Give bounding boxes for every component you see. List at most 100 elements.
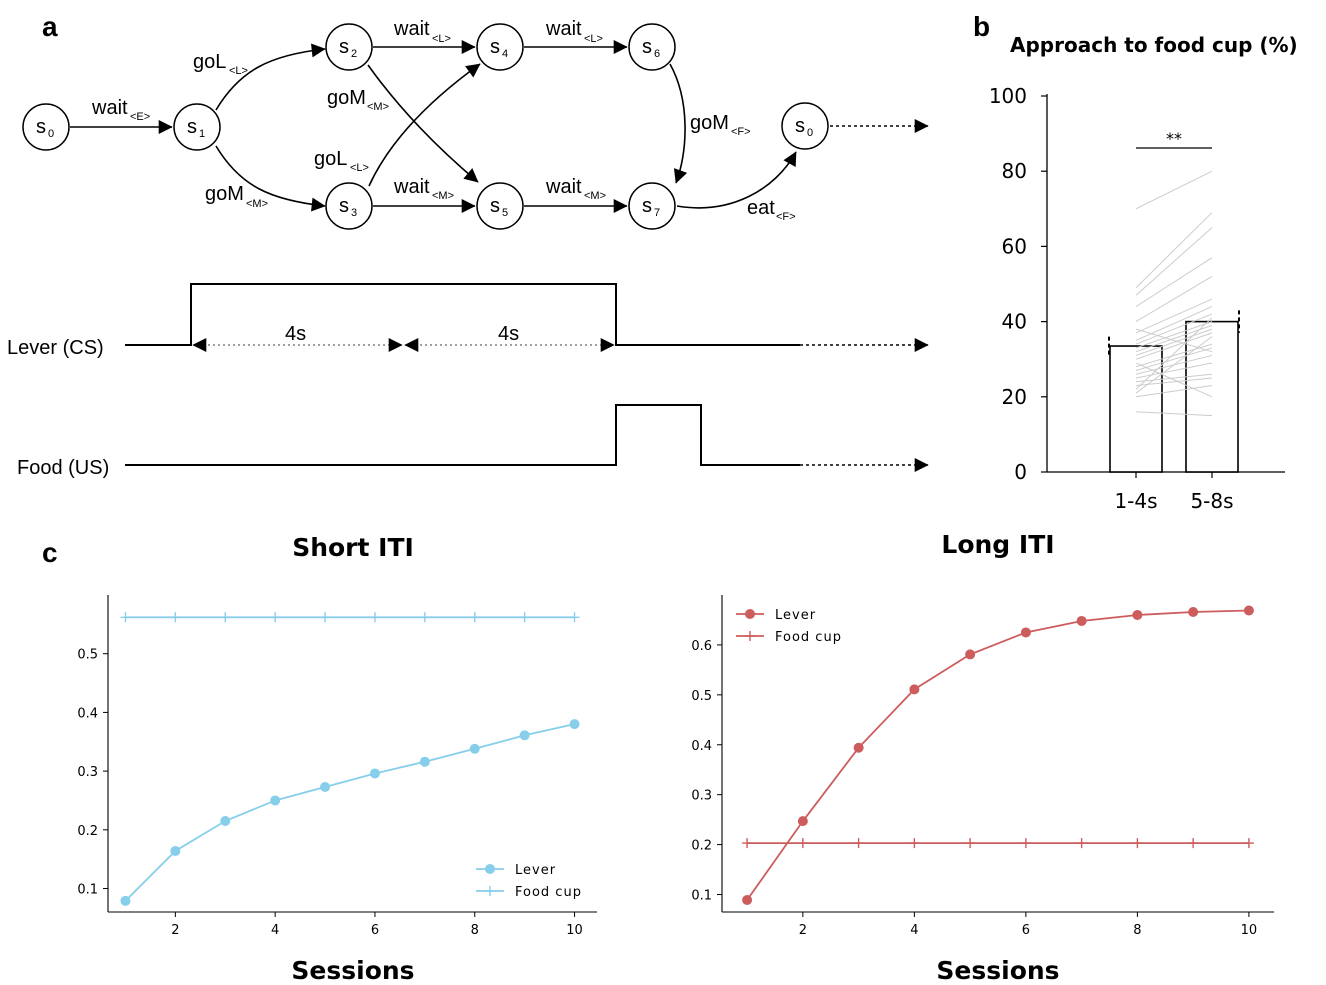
edge-label-s2-s5: goM <M> bbox=[327, 87, 389, 113]
svg-text:<E>: <E> bbox=[130, 111, 150, 123]
data-point bbox=[369, 768, 380, 779]
x-tick-label: 5-8s bbox=[1190, 489, 1233, 513]
state-sub: 1 bbox=[199, 128, 205, 140]
individual-line bbox=[1135, 336, 1213, 394]
svg-text:<M>: <M> bbox=[584, 190, 606, 202]
individual-line bbox=[1135, 411, 1213, 417]
data-point bbox=[519, 612, 530, 623]
y-tick-label: 60 bbox=[1002, 234, 1027, 258]
x-tick-label: 2 bbox=[799, 923, 807, 938]
individual-line bbox=[1135, 317, 1213, 390]
data-point bbox=[469, 743, 480, 754]
line-chart-short-iti: Short ITI Sessions 0.1 0.2 0.3 0.4 0.5 2 4 6 8 10… bbox=[77, 533, 597, 985]
bar-chart-approach: Approach to food cup (%) 0 20 40 60 80 100 1-4… bbox=[989, 33, 1298, 513]
edge-label-s3-s5: wait <M> bbox=[393, 176, 454, 202]
state-sub: 5 bbox=[502, 207, 508, 219]
svg-text:<L>: <L> bbox=[229, 65, 248, 77]
individual-line bbox=[1135, 362, 1213, 379]
edge-label-s1-s3: goM <M> bbox=[205, 183, 268, 210]
individual-line bbox=[1135, 347, 1213, 371]
y-tick-label: 0.4 bbox=[77, 706, 98, 721]
chart-title: Long ITI bbox=[941, 530, 1054, 559]
svg-text:<L>: <L> bbox=[584, 33, 603, 45]
state-s5: s 5 bbox=[476, 182, 524, 230]
individual-line bbox=[1135, 328, 1213, 356]
timeline: Lever (CS) 4s 4s Food (US) bbox=[7, 283, 929, 479]
y-tick-label: 0.3 bbox=[691, 789, 712, 804]
food-us-label: Food (US) bbox=[17, 457, 109, 479]
x-tick-label: 4 bbox=[910, 923, 918, 938]
individual-line bbox=[1135, 257, 1213, 307]
state-label: s bbox=[36, 116, 46, 138]
data-point bbox=[320, 781, 331, 792]
edge-label-s1-s2: goL <L> bbox=[193, 51, 248, 77]
data-point bbox=[569, 719, 580, 730]
state-sub: 3 bbox=[351, 207, 357, 219]
series-line-lever bbox=[124, 723, 575, 902]
legend-marker bbox=[485, 886, 495, 896]
edge-label-s4-s6: wait <L> bbox=[545, 18, 603, 45]
data-point bbox=[220, 612, 231, 623]
x-tick-label: 6 bbox=[371, 923, 379, 938]
data-point bbox=[742, 895, 753, 906]
state-sub: 2 bbox=[351, 48, 357, 60]
edge-s1-s3 bbox=[215, 145, 326, 212]
legend-marker bbox=[745, 609, 755, 619]
state-s6: s 6 bbox=[628, 23, 676, 71]
y-tick-label: 0.1 bbox=[77, 883, 98, 898]
svg-text:wait: wait bbox=[545, 18, 582, 40]
data-point bbox=[1188, 606, 1199, 617]
y-tick-label: 0.5 bbox=[77, 648, 98, 663]
data-point bbox=[1188, 838, 1199, 849]
data-point bbox=[853, 742, 864, 753]
individual-line bbox=[1135, 332, 1213, 360]
legend-marker bbox=[485, 864, 495, 874]
food-trace bbox=[125, 404, 800, 466]
lever-trace bbox=[125, 283, 800, 346]
data-point bbox=[1132, 609, 1143, 620]
edge-s2-s5 bbox=[367, 64, 479, 183]
individual-line bbox=[1135, 373, 1213, 383]
individual-line bbox=[1135, 227, 1213, 296]
svg-text:wait: wait bbox=[91, 97, 128, 119]
svg-text:<L>: <L> bbox=[350, 162, 369, 174]
state-s2: s 2 bbox=[325, 23, 373, 71]
data-point bbox=[170, 612, 181, 623]
data-point bbox=[270, 612, 281, 623]
svg-text:wait: wait bbox=[393, 18, 430, 40]
y-tick-label: 0 bbox=[1014, 460, 1027, 484]
data-point bbox=[1076, 838, 1087, 849]
y-tick-label: 0.1 bbox=[691, 889, 712, 904]
svg-text:wait: wait bbox=[545, 176, 582, 198]
y-tick-label: 100 bbox=[989, 84, 1027, 108]
y-tick-label: 0.6 bbox=[691, 639, 712, 654]
edge-label-s5-s7: wait <M> bbox=[545, 176, 606, 202]
edge-s3-s4 bbox=[368, 63, 481, 187]
y-tick-label: 0.2 bbox=[691, 839, 712, 854]
bar-1-4s bbox=[1109, 345, 1163, 473]
y-tick-label: 0.5 bbox=[691, 689, 712, 704]
state-label: s bbox=[490, 36, 500, 58]
data-point bbox=[853, 838, 864, 849]
legend-marker bbox=[745, 631, 755, 641]
legend-label: Food cup bbox=[515, 885, 582, 900]
x-axis-label: Sessions bbox=[936, 956, 1059, 985]
significance-label: ** bbox=[1166, 129, 1182, 148]
x-tick-label: 8 bbox=[471, 923, 479, 938]
svg-text:goL: goL bbox=[193, 51, 226, 73]
chart-title: Approach to food cup (%) bbox=[1010, 33, 1298, 57]
svg-text:<M>: <M> bbox=[367, 101, 389, 113]
x-tick-label: 2 bbox=[171, 923, 179, 938]
edge-s7-s0 bbox=[676, 151, 797, 209]
edge-label-s3-s4: goL <L> bbox=[314, 148, 369, 174]
state-sub: 7 bbox=[654, 207, 660, 219]
data-point bbox=[369, 612, 380, 623]
data-point bbox=[742, 838, 753, 849]
data-point bbox=[519, 730, 530, 741]
state-s4: s 4 bbox=[476, 23, 524, 71]
state-label: s bbox=[490, 195, 500, 217]
y-tick-label: 80 bbox=[1002, 159, 1027, 183]
edge-s6-s7 bbox=[669, 63, 688, 184]
x-axis-label: Sessions bbox=[291, 956, 414, 985]
state-diagram: s 0 s 1 s 2 s 3 s 4 s 5 s bbox=[22, 18, 929, 230]
